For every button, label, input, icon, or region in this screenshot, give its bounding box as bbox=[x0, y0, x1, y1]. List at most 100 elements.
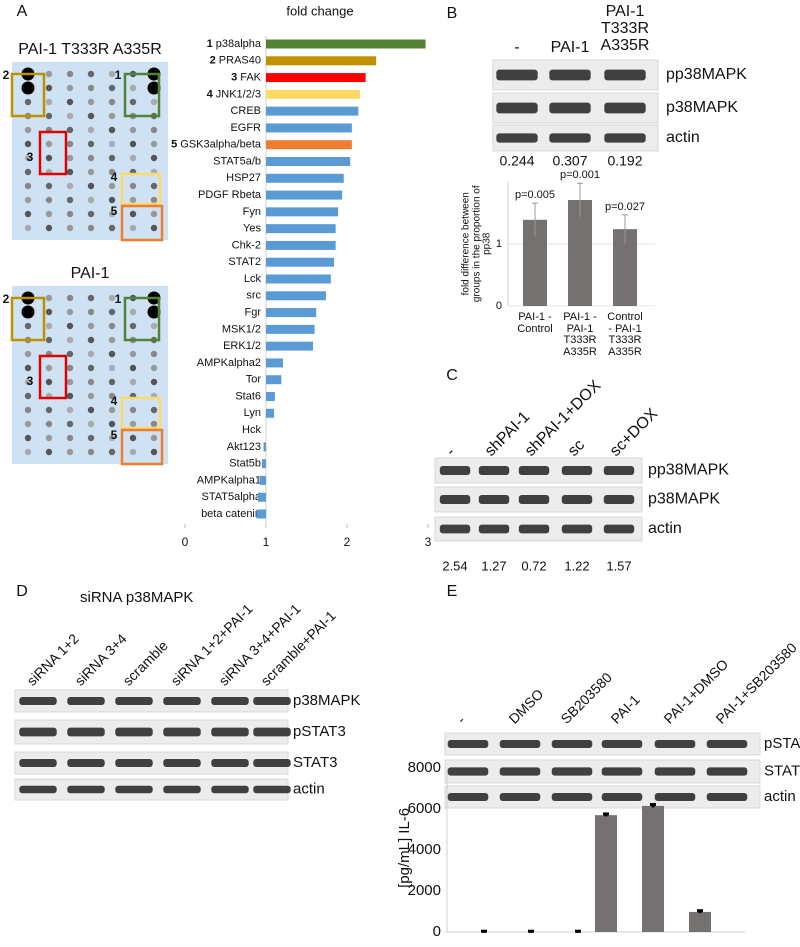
array-box bbox=[10, 72, 46, 118]
blot-row-label: p38MAPK bbox=[648, 491, 720, 508]
array-spot bbox=[150, 196, 158, 204]
array-spot bbox=[87, 364, 95, 372]
bar bbox=[266, 274, 331, 284]
category-label: JNK1/2/3 bbox=[216, 88, 261, 100]
panel-letter: D bbox=[16, 583, 28, 600]
array-spot bbox=[150, 434, 158, 442]
array-spot bbox=[150, 126, 158, 134]
array-spot bbox=[66, 420, 74, 428]
array-spot bbox=[108, 196, 116, 204]
blot-band bbox=[439, 466, 471, 475]
lane-label: - bbox=[514, 39, 520, 56]
blot-band bbox=[496, 133, 538, 143]
array-spot bbox=[108, 294, 116, 302]
error-bar bbox=[528, 929, 534, 933]
array-spot bbox=[129, 196, 137, 204]
array-spot bbox=[24, 434, 32, 442]
array-spot bbox=[24, 126, 32, 134]
blot-band bbox=[551, 793, 593, 801]
array-spot bbox=[147, 305, 161, 319]
quantification: 2.54 bbox=[442, 558, 467, 573]
category-label: PRAS40 bbox=[219, 55, 261, 67]
array-spot bbox=[108, 70, 116, 78]
array-spot bbox=[24, 98, 32, 106]
blot-band bbox=[518, 495, 550, 504]
blot-band bbox=[211, 697, 249, 705]
array-spot bbox=[150, 378, 158, 386]
quantification: 0.307 bbox=[552, 153, 587, 169]
error-bar bbox=[577, 182, 583, 217]
array-spot bbox=[24, 210, 32, 218]
array-spot bbox=[108, 126, 116, 134]
array-spot bbox=[108, 434, 116, 442]
category-label: Akt123 bbox=[227, 441, 261, 453]
blot-band bbox=[163, 727, 201, 737]
bar bbox=[266, 207, 339, 217]
lane-label: PAI-1+SB203580 bbox=[712, 639, 800, 727]
array-spot bbox=[87, 140, 95, 148]
array-spot bbox=[87, 322, 95, 330]
array-spot bbox=[108, 210, 116, 218]
blot-band bbox=[518, 466, 550, 475]
array-spot bbox=[87, 154, 95, 162]
array-box bbox=[120, 204, 164, 242]
blot-band bbox=[603, 466, 635, 475]
array-spot bbox=[24, 406, 32, 414]
panel-letter: B bbox=[447, 5, 458, 22]
array-spot bbox=[129, 364, 137, 372]
array-spot bbox=[108, 308, 116, 316]
category-label: AMPKalpha2 bbox=[197, 357, 261, 369]
array-box-label: 1 bbox=[115, 68, 122, 82]
bar bbox=[266, 123, 352, 133]
panel-letter: C bbox=[446, 367, 458, 384]
y-axis-title: fold difference between groups in the pr… bbox=[460, 185, 493, 303]
array-spot bbox=[129, 98, 137, 106]
blot-row-label: pp38MAPK bbox=[648, 462, 729, 479]
y-tick-label: 4000 bbox=[408, 841, 441, 858]
category-marker: 1 bbox=[207, 38, 213, 50]
array-spot bbox=[108, 364, 116, 372]
array-spot bbox=[129, 154, 137, 162]
array-spot bbox=[45, 406, 53, 414]
category-label: PAI-1 - Control bbox=[517, 311, 553, 335]
blot-band bbox=[604, 133, 646, 143]
error-bar bbox=[622, 214, 628, 244]
array-spot bbox=[45, 98, 53, 106]
blot-band bbox=[253, 785, 291, 794]
category-label: EGFR bbox=[230, 122, 261, 134]
blot-band bbox=[478, 524, 510, 534]
array-box-label: 5 bbox=[111, 204, 118, 218]
array-spot bbox=[24, 322, 32, 330]
array-spot bbox=[87, 70, 95, 78]
lane-label: PAI-1 bbox=[607, 691, 642, 726]
blot-band bbox=[549, 69, 591, 81]
array-spot bbox=[129, 140, 137, 148]
array-spot bbox=[129, 350, 137, 358]
blot-band bbox=[706, 767, 748, 776]
blot-band bbox=[654, 740, 696, 748]
bar bbox=[263, 442, 266, 452]
array-spot bbox=[108, 154, 116, 162]
array-box bbox=[123, 296, 161, 342]
bar bbox=[266, 308, 317, 318]
blot-band bbox=[518, 524, 550, 534]
bar bbox=[266, 157, 351, 166]
array-box-label: 4 bbox=[111, 394, 118, 408]
array-spot bbox=[24, 168, 32, 176]
y-axis-title: [pg/mL] IL-6 bbox=[396, 807, 414, 888]
array-spot bbox=[45, 140, 53, 148]
blot-row-label: pp38MAPK bbox=[666, 66, 747, 83]
array-spot bbox=[108, 378, 116, 386]
bar bbox=[261, 459, 266, 469]
array-spot bbox=[87, 448, 95, 456]
array-membrane bbox=[12, 62, 168, 240]
annotation: p=0.001 bbox=[560, 169, 600, 181]
array-spot bbox=[66, 406, 74, 414]
bar bbox=[266, 341, 313, 351]
blot-row-label: p38MAPK bbox=[666, 99, 738, 116]
array-spot bbox=[108, 322, 116, 330]
array-spot bbox=[129, 322, 137, 330]
blot-band bbox=[211, 759, 249, 767]
category-label: src bbox=[246, 290, 261, 302]
